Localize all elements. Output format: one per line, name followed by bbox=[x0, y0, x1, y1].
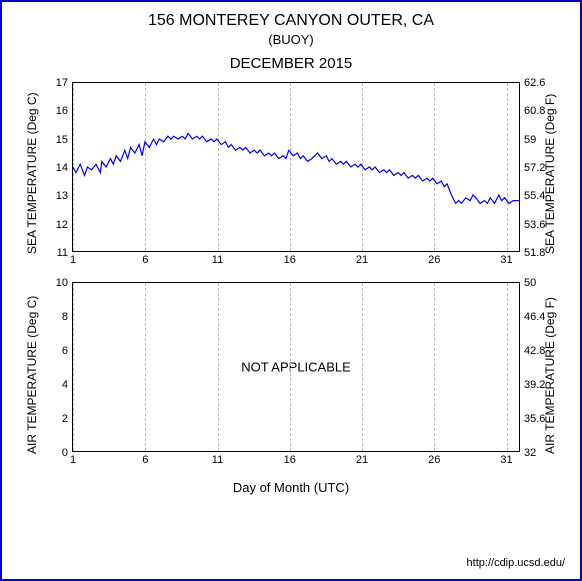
x-axis-label: Day of Month (UTC) bbox=[2, 480, 580, 495]
chart-panel: 156 MONTEREY CANYON OUTER, CA (BUOY) DEC… bbox=[0, 0, 582, 581]
x-tick: 16 bbox=[284, 251, 296, 266]
x-tick: 11 bbox=[212, 451, 223, 466]
y-tick-left: 10 bbox=[56, 277, 73, 289]
x-tick: 26 bbox=[428, 451, 440, 466]
x-tick: 31 bbox=[500, 451, 512, 466]
y-tick-right: 60.8 bbox=[519, 105, 545, 117]
y-tick-right: 53.6 bbox=[519, 219, 545, 231]
y-tick-right: 39.2 bbox=[519, 379, 545, 391]
y-tick-right: 35.6 bbox=[519, 413, 545, 425]
y-tick-left: 13 bbox=[56, 190, 73, 202]
x-tick: 6 bbox=[142, 251, 148, 266]
y-tick-right: 51.8 bbox=[519, 247, 545, 259]
y-tick-right: 42.8 bbox=[519, 345, 545, 357]
y-tick-left: 4 bbox=[62, 379, 73, 391]
y-tick-right: 32 bbox=[519, 447, 536, 459]
y-tick-left: 2 bbox=[62, 413, 73, 425]
y-tick-right: 59 bbox=[519, 134, 536, 146]
title-sub: (BUOY) bbox=[2, 32, 580, 47]
not-applicable-text: NOT APPLICABLE bbox=[73, 360, 519, 375]
y-tick-right: 50 bbox=[519, 277, 536, 289]
sea-temp-chart: 1611162126311112131415161751.853.655.457… bbox=[72, 82, 520, 252]
y-tick-left: 14 bbox=[56, 162, 73, 174]
y-tick-left: 16 bbox=[56, 105, 73, 117]
y-tick-right: 62.6 bbox=[519, 77, 545, 89]
x-tick: 26 bbox=[428, 251, 440, 266]
air-ylabel-right: AIR TEMPERATURE (Deg F) bbox=[543, 284, 557, 454]
air-ylabel-left: AIR TEMPERATURE (Deg C) bbox=[25, 284, 39, 454]
x-tick: 21 bbox=[356, 251, 368, 266]
y-tick-left: 0 bbox=[62, 447, 73, 459]
title-month: DECEMBER 2015 bbox=[2, 55, 580, 72]
x-tick: 16 bbox=[284, 451, 296, 466]
x-tick: 11 bbox=[212, 251, 223, 266]
y-tick-left: 15 bbox=[56, 134, 73, 146]
x-tick: 31 bbox=[500, 251, 512, 266]
y-tick-left: 12 bbox=[56, 219, 73, 231]
y-tick-left: 6 bbox=[62, 345, 73, 357]
air-temp-chart: NOT APPLICABLE 16111621263102468103235.6… bbox=[72, 282, 520, 452]
y-tick-right: 57.2 bbox=[519, 162, 545, 174]
sea-ylabel-left: SEA TEMPERATURE (Deg C) bbox=[25, 84, 39, 254]
y-tick-left: 11 bbox=[57, 247, 73, 259]
y-tick-left: 17 bbox=[56, 77, 73, 89]
x-tick: 6 bbox=[142, 451, 148, 466]
y-tick-left: 8 bbox=[62, 311, 73, 323]
credit-url: http://cdip.ucsd.edu/ bbox=[467, 557, 565, 569]
x-tick: 21 bbox=[356, 451, 368, 466]
title-main: 156 MONTEREY CANYON OUTER, CA bbox=[2, 12, 580, 30]
y-tick-right: 46.4 bbox=[519, 311, 545, 323]
y-tick-right: 55.4 bbox=[519, 190, 545, 202]
